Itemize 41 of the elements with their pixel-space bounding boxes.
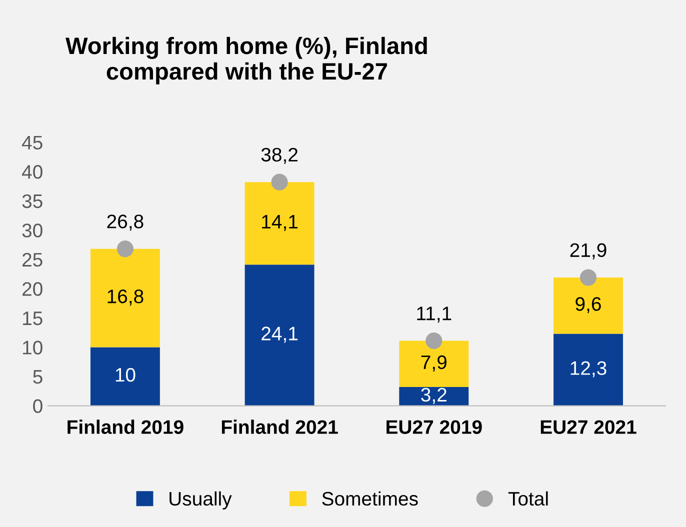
data-label: 38,2 bbox=[261, 148, 298, 164]
x-tick-label: Finland 2021 bbox=[222, 420, 338, 434]
y-tick-label: 15 bbox=[23, 312, 42, 326]
data-label: 10 bbox=[116, 368, 136, 382]
x-tick-label: Finland 2019 bbox=[68, 420, 184, 434]
y-tick-label: 5 bbox=[33, 370, 42, 384]
data-label: 14,1 bbox=[262, 215, 298, 231]
data-label: 11,1 bbox=[417, 306, 452, 323]
y-tick-label: 30 bbox=[22, 224, 42, 238]
data-label: 16,8 bbox=[108, 290, 144, 306]
x-tick-label: EU27 2021 bbox=[540, 420, 636, 434]
y-tick-label: 10 bbox=[23, 340, 42, 354]
data-label: 12,3 bbox=[570, 361, 606, 378]
data-label: 26,8 bbox=[107, 214, 144, 231]
bar bbox=[554, 334, 623, 406]
bar bbox=[244, 264, 314, 406]
point bbox=[271, 174, 288, 190]
bar bbox=[90, 347, 160, 406]
y-tick-label: 20 bbox=[22, 282, 42, 296]
data-label: 24,1 bbox=[262, 326, 298, 343]
y-tick-label: 45 bbox=[22, 136, 42, 150]
data-label: 3,2 bbox=[421, 388, 446, 404]
legend-label: Sometimes bbox=[322, 491, 418, 506]
legend-label: Usually bbox=[170, 491, 232, 510]
chart-title: Working from home (%), Finland compared with the EU-27 bbox=[66, 36, 427, 84]
data-label: 7,9 bbox=[421, 355, 446, 372]
y-tick-label: 35 bbox=[22, 194, 42, 208]
y-tick-label: 40 bbox=[22, 165, 42, 179]
y-tick-label: 0 bbox=[33, 399, 42, 414]
data-label: 9,6 bbox=[576, 297, 601, 314]
bar bbox=[90, 248, 160, 348]
point bbox=[116, 240, 134, 258]
bar bbox=[554, 278, 623, 334]
y-tick-label: 25 bbox=[22, 252, 42, 267]
legend-label: Total bbox=[508, 491, 548, 506]
data-label: 21,9 bbox=[570, 243, 606, 260]
point bbox=[580, 269, 597, 286]
bar bbox=[399, 340, 469, 388]
point bbox=[426, 332, 442, 350]
bar bbox=[244, 182, 314, 265]
x-tick-label: EU27 2019 bbox=[386, 420, 482, 434]
